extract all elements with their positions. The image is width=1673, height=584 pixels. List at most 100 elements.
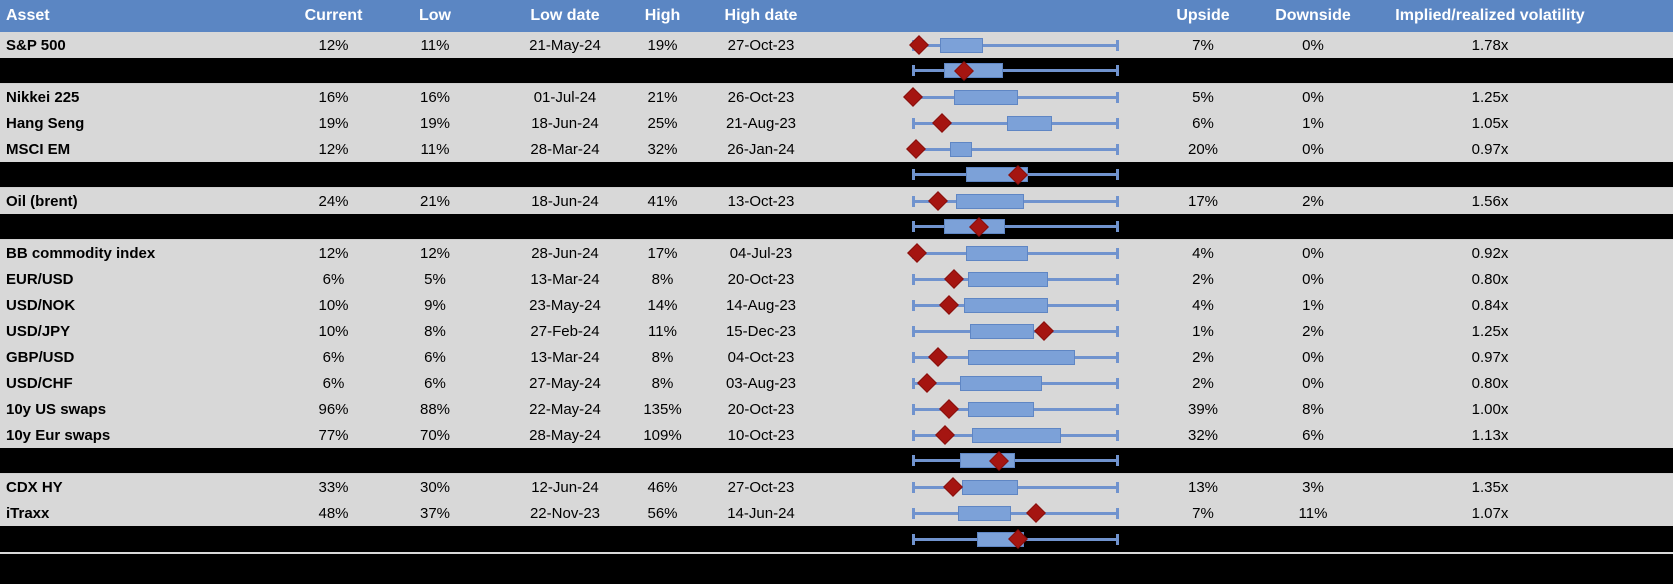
cell-upside: 32% xyxy=(1187,426,1219,444)
whisker-line xyxy=(913,511,1118,515)
whisker-line xyxy=(913,459,1118,462)
cell-upside: 39% xyxy=(1187,400,1219,418)
cell-high-date: 14-Aug-23 xyxy=(725,296,797,314)
whisker-line xyxy=(913,225,1118,228)
cell-asset: BB commodity index xyxy=(6,244,156,262)
whisker-cap-right xyxy=(1116,325,1119,337)
separator-row xyxy=(0,448,1673,474)
whisker-cap-right xyxy=(1116,247,1119,259)
boxplot-cell xyxy=(832,396,1148,422)
whisker-cap-left xyxy=(912,455,915,466)
boxplot-cell xyxy=(832,526,1148,552)
boxplot-cell xyxy=(832,344,1148,370)
cell-downside: 11% xyxy=(1298,504,1328,522)
cell-high: 11% xyxy=(648,322,677,340)
cell-low: 70% xyxy=(419,426,451,444)
whisker-cap-right xyxy=(1116,533,1119,545)
diamond-marker xyxy=(931,113,952,133)
bottom-hairline xyxy=(0,552,1673,554)
whisker-cap-right xyxy=(1116,117,1119,129)
header-low-date: Low date xyxy=(530,7,600,24)
cell-low: 12% xyxy=(419,244,451,262)
cell-upside: 2% xyxy=(1192,348,1214,366)
cell-upside: 7% xyxy=(1192,504,1214,522)
cell-implied: 1.56x xyxy=(1471,192,1509,210)
boxplot-cell xyxy=(832,318,1148,344)
boxplot xyxy=(912,526,1119,552)
iqr-box xyxy=(949,141,973,157)
boxplot-cell xyxy=(832,240,1148,266)
whisker-cap-left xyxy=(912,481,915,493)
cell-downside: 0% xyxy=(1302,140,1324,158)
cell-current: 96% xyxy=(318,400,349,418)
whisker-cap-left xyxy=(912,221,915,232)
iqr-box xyxy=(966,245,1028,261)
table-row: Hang Seng 19% 19% 18-Jun-24 25% 21-Aug-23 6% 1%… xyxy=(0,110,1673,136)
boxplot-cell xyxy=(832,58,1148,83)
header-low: Low xyxy=(419,7,451,24)
whisker-cap-right xyxy=(1116,299,1119,311)
whisker-cap-left xyxy=(912,195,915,207)
boxplot xyxy=(912,266,1119,292)
cell-upside: 6% xyxy=(1192,114,1214,132)
cell-low-date: 23-May-24 xyxy=(529,296,601,314)
header-asset: Asset xyxy=(6,7,50,24)
whisker-cap-left xyxy=(912,403,915,415)
header-downside: Downside xyxy=(1275,7,1351,24)
cell-current: 19% xyxy=(318,114,349,132)
diamond-marker xyxy=(1034,321,1055,341)
iqr-box xyxy=(939,37,983,53)
whisker-cap-right xyxy=(1116,351,1119,363)
whisker-cap-left xyxy=(912,65,915,76)
cell-high-date: 13-Oct-23 xyxy=(727,192,795,210)
cell-implied: 1.25x xyxy=(1471,322,1509,340)
table-row: USD/JPY 10% 8% 27-Feb-24 11% 15-Dec-23 1% 2% 1.2… xyxy=(0,318,1673,344)
diamond-marker xyxy=(903,87,923,107)
whisker-line xyxy=(913,147,1118,151)
cell-upside: 1% xyxy=(1192,322,1214,340)
diamond-marker xyxy=(927,191,948,211)
diamond-marker xyxy=(906,139,926,159)
boxplot-cell xyxy=(832,292,1148,318)
boxplot xyxy=(912,344,1119,370)
table-row: GBP/USD 6% 6% 13-Mar-24 8% 04-Oct-23 2% 0% 0.97x xyxy=(0,344,1673,370)
boxplot xyxy=(907,240,1119,266)
cell-low: 5% xyxy=(424,270,446,288)
cell-implied: 1.05x xyxy=(1471,114,1509,132)
cell-high: 14% xyxy=(647,296,678,314)
separator-row xyxy=(0,58,1673,84)
cell-high: 17% xyxy=(647,244,678,262)
boxplot-cell xyxy=(832,474,1148,500)
cell-high-date: 15-Dec-23 xyxy=(725,322,797,340)
cell-current: 33% xyxy=(318,478,349,496)
cell-upside: 5% xyxy=(1192,88,1214,106)
table-row: Oil (brent) 24% 21% 18-Jun-24 41% 13-Oct-23 17… xyxy=(0,188,1673,214)
cell-implied: 0.92x xyxy=(1471,244,1509,262)
cell-high-date: 27-Oct-23 xyxy=(727,478,795,496)
cell-high: 25% xyxy=(647,114,678,132)
cell-implied: 1.78x xyxy=(1471,36,1509,54)
cell-asset: iTraxx xyxy=(6,504,50,522)
cell-upside: 4% xyxy=(1192,244,1214,262)
table-row: USD/NOK 10% 9% 23-May-24 14% 14-Aug-23 4% 1% 0.8… xyxy=(0,292,1673,318)
whisker-cap-right xyxy=(1116,429,1119,441)
boxplot xyxy=(912,370,1119,396)
cell-low: 88% xyxy=(419,400,451,418)
whisker-cap-left xyxy=(912,351,915,363)
boxplot-cell xyxy=(832,84,1148,110)
cell-asset: 10y US swaps xyxy=(6,400,107,418)
cell-low-date: 28-Jun-24 xyxy=(531,244,599,262)
whisker-cap-right xyxy=(1116,377,1119,389)
whisker-cap-right xyxy=(1116,143,1119,155)
boxplot-cell xyxy=(832,162,1148,187)
cell-asset: Oil (brent) xyxy=(6,192,78,210)
whisker-cap-right xyxy=(1116,403,1119,415)
iqr-box xyxy=(968,401,1034,417)
iqr-box xyxy=(1007,115,1053,131)
boxplot xyxy=(912,396,1119,422)
diamond-marker xyxy=(917,373,938,393)
cell-current: 16% xyxy=(318,88,349,106)
cell-low: 9% xyxy=(424,296,446,314)
boxplot-cell xyxy=(832,500,1148,526)
cell-high-date: 26-Oct-23 xyxy=(727,88,795,106)
